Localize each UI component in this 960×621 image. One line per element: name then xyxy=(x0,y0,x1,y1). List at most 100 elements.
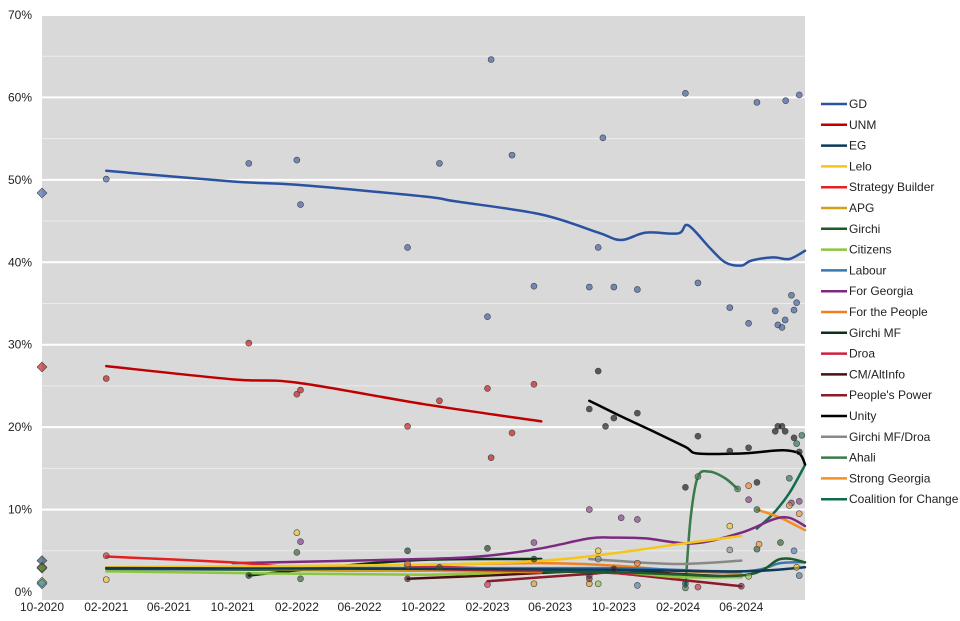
legend-item-for-the-people: For the People xyxy=(821,305,928,319)
line-unity xyxy=(588,399,807,466)
legend-label: Unity xyxy=(849,409,876,423)
point-girchi xyxy=(36,562,48,574)
legend-item-droa: Droa xyxy=(821,347,875,361)
y-tick-label: 30% xyxy=(8,338,32,352)
x-tick-label: 06-2021 xyxy=(147,600,191,614)
point-gd xyxy=(297,201,304,208)
point-lelo xyxy=(726,522,734,530)
point-lelo xyxy=(293,529,301,536)
point-citizens xyxy=(594,580,602,588)
legend-label: For the People xyxy=(849,305,928,319)
point-unity xyxy=(602,423,609,430)
legend-label: CM/AltInfo xyxy=(849,367,905,381)
point-gd xyxy=(753,99,761,106)
x-tick-label: 10-2022 xyxy=(401,600,445,614)
point-people-s-power xyxy=(586,575,593,583)
point-gd xyxy=(682,90,689,97)
gridlines xyxy=(42,14,805,552)
x-axis: 10-2020 02-2021 06-2021 10-2021 02-2022 06-20… xyxy=(20,600,764,614)
x-tick-label: 10-2023 xyxy=(592,600,636,614)
point-labour xyxy=(795,572,803,579)
point-apg xyxy=(530,580,538,588)
point-unm xyxy=(484,385,491,392)
point-unity xyxy=(682,484,689,491)
point-lelo xyxy=(102,576,110,583)
point-unity xyxy=(753,479,761,486)
legend-label: Labour xyxy=(849,263,886,277)
point-unm xyxy=(36,361,48,373)
point-unm xyxy=(297,386,304,394)
legend-label: Girchi MF/Droa xyxy=(849,430,931,444)
legend-label: Droa xyxy=(849,347,875,361)
legend-item-unm: UNM xyxy=(821,118,876,132)
legend-item-ahali: Ahali xyxy=(821,451,876,465)
point-girchi-mf xyxy=(484,545,491,552)
point-for-the-people xyxy=(634,559,641,567)
point-strong-georgia xyxy=(755,540,763,548)
point-cm-altinfo xyxy=(610,565,618,573)
point-unm xyxy=(530,380,538,388)
point-unity xyxy=(790,434,798,442)
legend-label: GD xyxy=(849,97,867,111)
point-gd xyxy=(487,56,495,63)
legend-item-for-georgia: For Georgia xyxy=(821,284,913,298)
point-people-s-power xyxy=(737,582,745,590)
point-gd xyxy=(404,244,411,251)
legend-item-coalition-for-change: Coalition for Change xyxy=(821,492,959,506)
point-gd xyxy=(634,286,641,293)
y-tick-label: 20% xyxy=(8,420,32,434)
series-points xyxy=(36,56,806,592)
point-unity xyxy=(781,427,789,435)
point-gd xyxy=(293,156,301,164)
legend-label: Girchi xyxy=(849,222,880,236)
point-gd xyxy=(778,324,786,331)
legend-item-strong-georgia: Strong Georgia xyxy=(821,471,931,485)
line-girchi-mf xyxy=(247,557,543,577)
point-coalition-for-change xyxy=(786,474,793,482)
legend-label: Citizens xyxy=(849,243,892,257)
x-tick-label: 02-2023 xyxy=(465,600,509,614)
point-droa xyxy=(484,581,491,588)
y-tick-label: 50% xyxy=(8,173,32,187)
legend-item-apg: APG xyxy=(821,201,874,215)
point-ahali xyxy=(682,584,689,592)
point-girchi-mf-droa xyxy=(726,546,734,554)
point-lelo xyxy=(594,547,602,555)
point-gd xyxy=(594,244,602,251)
point-unity xyxy=(610,414,618,422)
plot-background xyxy=(42,15,805,600)
point-for-the-people xyxy=(745,482,752,489)
point-strategy-builder xyxy=(102,552,110,560)
x-tick-label: 10-2020 xyxy=(20,600,64,614)
point-coalition-for-change xyxy=(798,432,806,439)
point-unm xyxy=(245,339,253,347)
point-gd xyxy=(102,175,110,183)
point-gd xyxy=(790,306,798,314)
point-unm xyxy=(293,390,301,398)
point-gd xyxy=(599,134,607,142)
x-tick-label: 06-2023 xyxy=(528,600,572,614)
legend-item-eg: EG xyxy=(821,139,866,153)
y-tick-label: 10% xyxy=(8,503,32,517)
point-gd xyxy=(436,160,443,167)
legend-label: For Georgia xyxy=(849,284,913,298)
point-gd xyxy=(694,279,702,287)
legend-item-labour: Labour xyxy=(821,263,886,277)
point-gd xyxy=(586,283,593,291)
point-gd xyxy=(245,160,253,167)
legend-label: Lelo xyxy=(849,159,872,173)
point-girchi-mf-droa xyxy=(594,555,602,563)
legend-label: Coalition for Change xyxy=(849,492,959,506)
point-girchi xyxy=(297,575,304,583)
legend-label: Ahali xyxy=(849,451,876,465)
point-unity xyxy=(694,432,702,440)
legend-item-cm-altinfo: CM/AltInfo xyxy=(821,367,905,381)
point-gd xyxy=(782,97,789,105)
point-labour xyxy=(634,582,641,589)
point-unity xyxy=(745,444,752,452)
point-ahali xyxy=(694,473,702,480)
point-gd xyxy=(726,304,734,311)
legend-label: Strong Georgia xyxy=(849,471,931,485)
point-ahali xyxy=(734,485,741,493)
point-unity xyxy=(726,447,734,455)
